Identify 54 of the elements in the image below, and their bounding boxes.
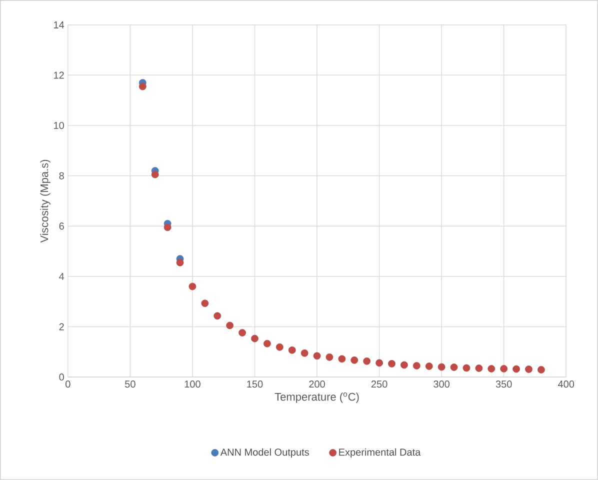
point [338, 355, 346, 363]
y-tick-label: 10 [54, 122, 64, 130]
y-tick-label: 2 [59, 323, 64, 330]
y-tick-label: 4 [59, 273, 64, 280]
y-tick-label: 6 [59, 222, 64, 230]
point [488, 365, 496, 372]
point [376, 359, 383, 367]
point [450, 364, 458, 371]
point [201, 300, 209, 308]
point [276, 343, 284, 351]
point [238, 329, 246, 336]
point [176, 258, 184, 266]
point [288, 346, 296, 354]
point [226, 322, 234, 330]
point [412, 362, 420, 370]
point [500, 365, 508, 372]
point [400, 361, 408, 369]
x-tick-label: 0 [66, 380, 70, 388]
point [214, 312, 222, 320]
y-tick-label: 8 [59, 172, 64, 180]
point [525, 366, 532, 373]
point [363, 358, 371, 365]
x-tick-label: 200 [309, 380, 325, 388]
point [164, 224, 172, 232]
y-tick-label: 14 [54, 21, 64, 28]
point [512, 365, 520, 373]
x-tick-label: 350 [496, 380, 512, 388]
point [350, 356, 358, 364]
point [425, 362, 433, 370]
x-tick-label: 150 [247, 380, 263, 388]
x-tick-label: 50 [125, 380, 136, 388]
point [151, 170, 159, 178]
point [300, 349, 308, 357]
point [263, 340, 271, 348]
point [251, 334, 258, 342]
x-tick-label: 250 [371, 380, 388, 388]
point [462, 364, 470, 372]
y-tick-label: 12 [54, 72, 64, 79]
point [138, 82, 146, 90]
x-tick-label: 400 [558, 380, 574, 388]
x-tick-label: 100 [184, 380, 200, 388]
y-tick-label: 0 [59, 374, 64, 381]
legend-label: ANN Model Outputs [220, 448, 309, 458]
x-tick-label: 300 [434, 380, 450, 388]
point [188, 282, 196, 290]
point [388, 360, 396, 368]
point [438, 363, 446, 371]
y-axis-title: Viscosity (Mpa.s) [40, 160, 50, 243]
x-axis-title: Temperature ($^{o}$C) [274, 392, 359, 403]
point [313, 352, 321, 360]
point [326, 353, 334, 361]
point [475, 364, 483, 372]
legend-label: Experimental Data [339, 448, 421, 458]
point [538, 366, 545, 374]
